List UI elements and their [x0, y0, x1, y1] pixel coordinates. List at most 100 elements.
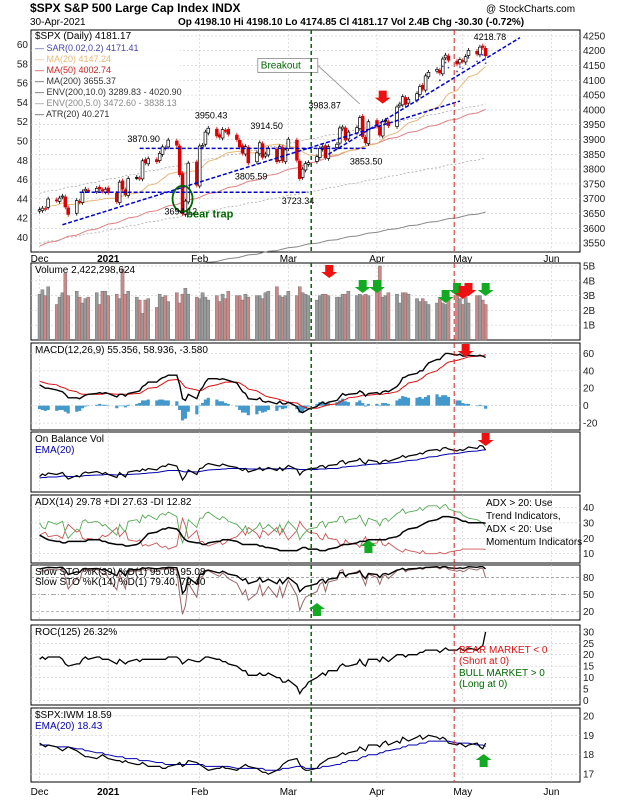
volume-bar — [466, 302, 471, 341]
price-legend-item: — MA(200) 3655.37 — [35, 76, 116, 86]
candle-body — [423, 75, 428, 91]
candle-body — [77, 201, 82, 203]
sto-right-tick-label: 20 — [583, 607, 595, 618]
volume-right-tick-label: 4B — [583, 276, 596, 287]
macd-histogram-bar — [86, 405, 90, 407]
candle-body — [160, 146, 165, 155]
macd-histogram-bar — [66, 405, 70, 414]
price-chart-title: $SPX (Daily) 4181.17 — [35, 31, 132, 42]
macd-right-tick-label: 0 — [583, 401, 589, 412]
macd-histogram-bar — [266, 405, 270, 410]
macd-histogram-bar — [444, 395, 448, 406]
candle-body — [395, 106, 399, 127]
macd-panel: 60 40 20 0 -20 MACD(12,26,9) 55.356, 58.936, … — [30, 342, 598, 431]
price-annotation: 3694.12 — [165, 206, 198, 216]
roc-right-tick-label: 5 — [583, 685, 589, 696]
macd-histogram-bar — [286, 405, 290, 407]
red-arrow-down — [457, 344, 474, 357]
obv-frame — [30, 431, 581, 493]
price-legend-item: — MA(20) 4147.24 — [35, 54, 111, 64]
price-right-tick-label: 4100 — [583, 76, 606, 87]
sto-right-tick-label: 80 — [583, 573, 595, 584]
macd-histogram-bar — [398, 398, 402, 406]
macd-histogram-bar — [175, 401, 179, 406]
macd-histogram-bar — [275, 405, 279, 411]
red-arrow-down — [437, 290, 454, 303]
macd-histogram-bar — [138, 403, 142, 406]
candle-body — [400, 96, 405, 106]
obv-line — [39, 444, 487, 482]
volume-bar — [386, 292, 391, 341]
candle-body — [255, 152, 259, 163]
candle-body — [146, 158, 150, 165]
candle-body — [137, 177, 142, 180]
macd-histogram-bar — [378, 405, 382, 407]
candle-body — [263, 153, 268, 157]
volume-bar — [426, 304, 431, 341]
adx-right-tick-label: 40 — [583, 503, 595, 514]
candle-body — [335, 143, 339, 148]
macd-histogram-bar — [426, 395, 431, 406]
candle-body — [475, 50, 479, 55]
roc-bull-note: BULL MARKET > 0 — [459, 668, 545, 679]
minus-di-line — [39, 516, 486, 555]
macd-frame — [30, 342, 581, 431]
atr-tick-label: 48 — [17, 156, 29, 167]
candle-body — [106, 187, 110, 193]
candle-body — [260, 143, 265, 158]
candle-body — [343, 127, 348, 141]
price-annotation: 3853.50 — [350, 156, 383, 166]
macd-histogram-bar — [126, 404, 130, 406]
bottom-x-axis-label: Apr — [369, 787, 385, 798]
macd-histogram-bar — [55, 405, 59, 411]
x-axis-label: Mar — [280, 254, 298, 265]
obv-ema-label: EMA(20) — [35, 445, 74, 456]
roc-frame — [30, 624, 581, 706]
trend-line-upper — [327, 37, 521, 155]
sar-dot — [481, 53, 484, 56]
macd-histogram-bar — [40, 405, 45, 410]
adx-line — [39, 515, 486, 552]
macd-histogram-bar — [361, 403, 365, 406]
candle-body — [295, 139, 299, 161]
bear-trap-label: bear trap — [186, 209, 233, 221]
candle-body — [358, 117, 362, 129]
macd-histogram-bar — [458, 400, 462, 406]
volume-bar — [483, 304, 488, 341]
candle-body — [483, 48, 488, 57]
macd-histogram-bar — [386, 403, 391, 406]
macd-histogram-bar — [200, 403, 205, 406]
candle-body — [223, 129, 228, 132]
macd-histogram-bar — [298, 405, 302, 413]
macd-histogram-bar — [346, 402, 350, 406]
volume-bar — [446, 296, 451, 341]
roc-line — [39, 631, 487, 696]
sto14-line — [39, 566, 487, 615]
macd-histogram-bar — [235, 405, 239, 407]
red-arrow-down — [368, 280, 385, 293]
sar-dot — [464, 63, 467, 65]
candle-body — [46, 198, 50, 208]
bottom-x-axis-label: 2021 — [97, 787, 120, 798]
candle-body — [435, 69, 439, 72]
macd-histogram-bar — [261, 405, 265, 413]
bear-trap-circle — [171, 184, 194, 213]
macd-signal-line — [39, 353, 486, 409]
price-panel: 3550 3600 3650 3700 3750 3800 3850 3900 3950 4000… — [17, 29, 606, 294]
candle-body — [240, 145, 245, 154]
volume-bar — [406, 293, 411, 341]
macd-histogram-bar — [466, 403, 471, 406]
macd-histogram-bar — [343, 401, 348, 406]
roc-right-tick-label: 0 — [583, 696, 589, 707]
candle-body — [455, 60, 459, 65]
candle-body — [340, 126, 345, 130]
macd-histogram-bar — [135, 403, 139, 406]
macd-histogram-bar — [238, 405, 242, 410]
macd-histogram-bar — [143, 400, 147, 406]
macd-right-tick-label: -20 — [583, 419, 598, 430]
ratio-line — [39, 734, 487, 775]
atr-tick-label: 58 — [17, 59, 29, 70]
candle-body — [195, 161, 199, 186]
red-arrow-down — [477, 433, 494, 446]
macd-histogram-bar — [106, 405, 110, 407]
